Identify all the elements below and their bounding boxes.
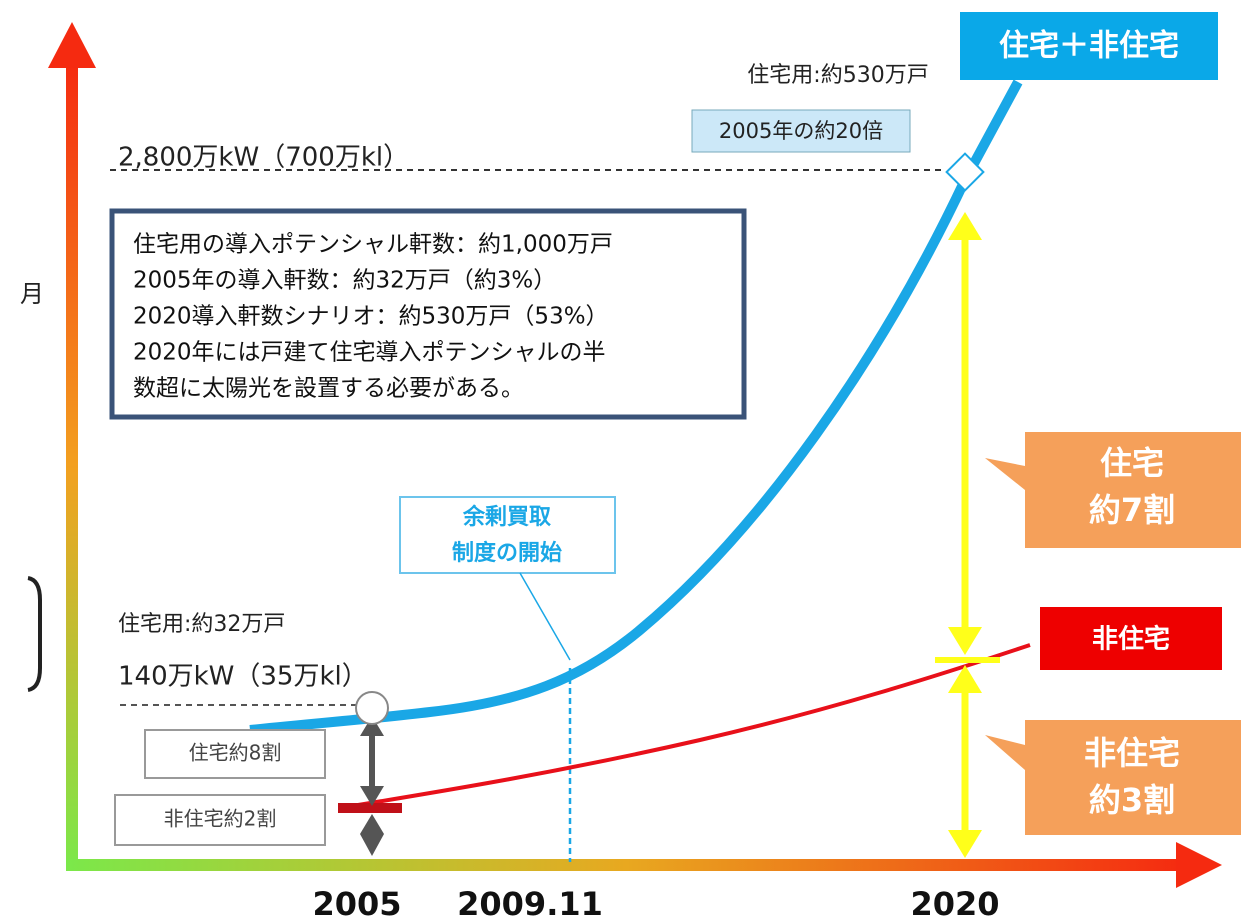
level-2005: 140万kW（35万kl） <box>118 662 368 692</box>
nonres-curve <box>339 643 1031 810</box>
ratio-note: 2005年の約20倍 <box>719 119 883 143</box>
total-box <box>960 12 1218 80</box>
x-label: 2020 <box>910 885 999 923</box>
policy-pointer <box>519 572 571 661</box>
info-lines: 住宅用の導入ポテンシャル軒数：約1,000万戸 2005年の導入軒数：約32万戸… <box>133 232 613 402</box>
info-line: 2020導入軒数シナリオ：約530万戸（53%） <box>133 304 609 330</box>
point-2005 <box>355 691 389 725</box>
info-line: 住宅用の導入ポテンシャル軒数：約1,000万戸 <box>133 232 613 258</box>
share-arrows-2005 <box>360 716 384 856</box>
res-share-callout <box>985 432 1241 548</box>
bracket <box>27 576 42 692</box>
ratio-box <box>691 109 911 153</box>
total-label: 住宅＋非住宅 <box>999 29 1179 64</box>
info-line: 数超に太陽光を設置する必要がある。 <box>133 376 524 402</box>
share-box <box>144 729 326 779</box>
policy-note: 制度の開始 <box>452 540 562 566</box>
res-share-label: 約7割 <box>1089 491 1175 529</box>
x-label: 2009.11 <box>457 885 603 923</box>
policy-box <box>399 496 616 574</box>
axes <box>48 22 1222 888</box>
res-count-2020: 住宅用:約530万戸 <box>747 63 928 88</box>
share-box <box>114 794 326 846</box>
nonres-label: 非住宅 <box>1092 624 1170 655</box>
nonres-bar <box>338 803 402 813</box>
res-share-label: 住宅 <box>1100 444 1164 482</box>
share-label: 非住宅約2割 <box>164 807 277 831</box>
policy-note: 余剰買取 <box>462 504 551 530</box>
info-line: 2020年には戸建て住宅導入ポテンシャルの半 <box>133 340 606 366</box>
x-label: 2005 <box>312 885 401 923</box>
res-count-2005: 住宅用:約32万戸 <box>118 612 285 637</box>
nonres-share-label: 非住宅 <box>1084 734 1180 772</box>
nonres-share-label: 約3割 <box>1089 781 1175 819</box>
info-line: 2005年の導入軒数：約32万戸（約3%） <box>133 268 556 294</box>
info-box <box>109 208 747 420</box>
nonres-share-callout <box>985 720 1241 835</box>
share-label: 住宅約8割 <box>189 741 282 765</box>
side-label: 月 <box>20 280 44 308</box>
share-arrows-2020 <box>935 212 1000 858</box>
nonres-box <box>1040 607 1222 670</box>
level-2020: 2,800万kW（700万kl） <box>118 143 409 173</box>
point-2020 <box>945 152 985 192</box>
